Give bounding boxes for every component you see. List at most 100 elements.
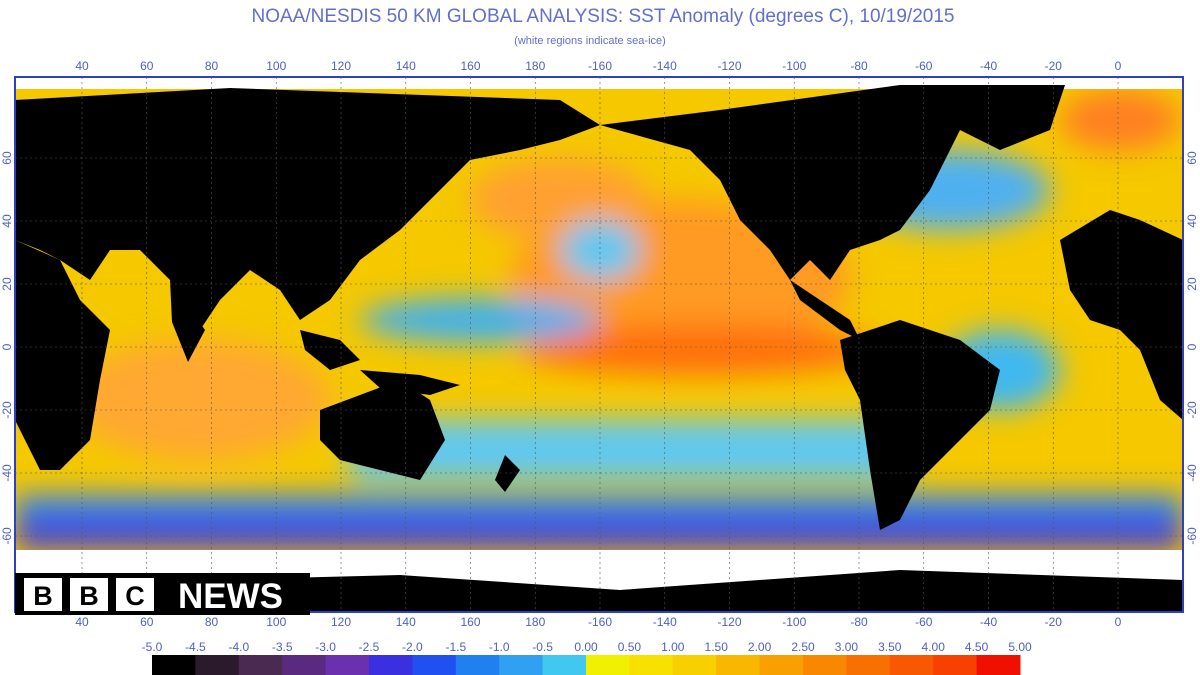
latitude-label: -40 [1185, 464, 1199, 482]
longitude-label: -160 [588, 615, 612, 629]
colorbar-label: 2.00 [748, 640, 772, 654]
colorbar-label: 3.00 [835, 640, 859, 654]
title: NOAA/NESDIS 50 KM GLOBAL ANALYSIS: SST A… [252, 6, 955, 27]
colorbar-swatch [976, 655, 1021, 675]
longitude-label: -80 [850, 59, 868, 73]
longitude-label: 120 [331, 615, 351, 629]
colorbar-label: -2.5 [359, 640, 380, 654]
colorbar-swatch [889, 655, 934, 675]
colorbar-swatch [542, 655, 587, 675]
logo-background [15, 573, 310, 615]
colorbar-swatch [369, 655, 413, 675]
logo-word: NEWS [178, 577, 283, 616]
colorbar-label: -0.5 [532, 640, 553, 654]
longitude-label: -140 [653, 59, 677, 73]
longitude-label: 40 [75, 615, 89, 629]
logo-letter: B [79, 581, 99, 611]
map-frame [14, 76, 1184, 613]
colorbar-label: -1.5 [445, 640, 466, 654]
longitude-label: -160 [588, 59, 612, 73]
colorbar-label: 2.50 [791, 640, 815, 654]
longitude-label: -60 [915, 59, 933, 73]
colorbar-swatch [455, 655, 500, 675]
longitude-label: 60 [140, 615, 154, 629]
latitude-label: -60 [0, 527, 14, 545]
colorbar-label: -3.5 [272, 640, 293, 654]
colorbar-swatch [152, 655, 196, 675]
longitude-label: -40 [980, 59, 998, 73]
colorbar-swatch [282, 655, 327, 675]
colorbar-swatch [238, 655, 283, 675]
colorbar-swatch [629, 655, 674, 675]
logo-block [116, 578, 154, 611]
longitude-label: 0 [1115, 615, 1122, 629]
colorbar-label: 4.00 [922, 640, 946, 654]
longitude-label: 100 [266, 59, 286, 73]
longitude-label: 100 [266, 615, 286, 629]
colorbar-label: -4.5 [185, 640, 206, 654]
colorbar-swatch [325, 655, 370, 675]
longitude-label: 60 [140, 59, 154, 73]
longitude-label: 0 [1115, 59, 1122, 73]
longitude-label: -100 [782, 59, 806, 73]
anomaly-field [15, 90, 1183, 550]
latitude-label: 20 [1185, 277, 1199, 291]
latitude-label: 0 [0, 343, 14, 350]
colorbar: -5.0 -4.5 -4.0 -3.5 -3.0 -2.5 -2.0 -1.5 -1.0 -0.5… [142, 640, 1032, 675]
colorbar-label: -5.0 [142, 640, 163, 654]
longitude-label: 120 [331, 59, 351, 73]
colorbar-label: -1.0 [489, 640, 510, 654]
longitude-label: -20 [1045, 59, 1063, 73]
colorbar-label: -3.0 [315, 640, 336, 654]
latitude-label: 60 [1185, 151, 1199, 165]
colorbar-swatch [759, 655, 804, 675]
longitude-label: 180 [525, 59, 545, 73]
logo-letter: B [33, 581, 53, 611]
longitude-label: -140 [653, 615, 677, 629]
latitude-label: -60 [1185, 527, 1199, 545]
longitude-label: -120 [717, 615, 741, 629]
colorbar-swatch [803, 655, 847, 675]
logo-block [24, 578, 62, 611]
logo-block [70, 578, 108, 611]
latitude-label: 60 [0, 151, 14, 165]
latitude-label: -20 [1185, 401, 1199, 419]
colorbar-swatch [412, 655, 457, 675]
colorbar-label: 0.00 [574, 640, 598, 654]
colorbar-label: -2.0 [402, 640, 423, 654]
colorbar-swatch [716, 655, 761, 675]
latitude-label: 40 [1185, 214, 1199, 228]
latitude-label: 20 [0, 277, 14, 291]
latitude-label: 40 [0, 214, 14, 228]
longitude-label: -60 [915, 615, 933, 629]
colorbar-label: 5.00 [1008, 640, 1032, 654]
longitude-label: -120 [717, 59, 741, 73]
arctic-ice [15, 77, 1183, 89]
latitude-label: -40 [0, 464, 14, 482]
colorbar-swatch [499, 655, 544, 675]
longitude-label: -40 [980, 615, 998, 629]
logo-letter: C [125, 581, 145, 611]
colorbar-swatch [195, 655, 240, 675]
longitude-label: 80 [205, 615, 219, 629]
longitude-label: 160 [460, 59, 480, 73]
colorbar-label: 0.50 [618, 640, 642, 654]
colorbar-label: 3.50 [878, 640, 902, 654]
colorbar-swatch [933, 655, 978, 675]
latitude-label: -20 [0, 401, 14, 419]
map [14, 76, 1184, 613]
graticule [15, 77, 1183, 612]
longitude-label: 140 [396, 615, 416, 629]
longitude-label: -20 [1045, 615, 1063, 629]
colorbar-label: -4.0 [228, 640, 249, 654]
longitude-label: 160 [460, 615, 480, 629]
subtitle: (white regions indicate sea-ice) [514, 35, 666, 47]
bbc-logo: B B C NEWS [15, 573, 310, 616]
colorbar-swatch [586, 655, 630, 675]
colorbar-label: 1.50 [705, 640, 729, 654]
longitude-label: 140 [396, 59, 416, 73]
longitude-label: 80 [205, 59, 219, 73]
longitude-label: -100 [782, 615, 806, 629]
longitude-label: 40 [75, 59, 89, 73]
